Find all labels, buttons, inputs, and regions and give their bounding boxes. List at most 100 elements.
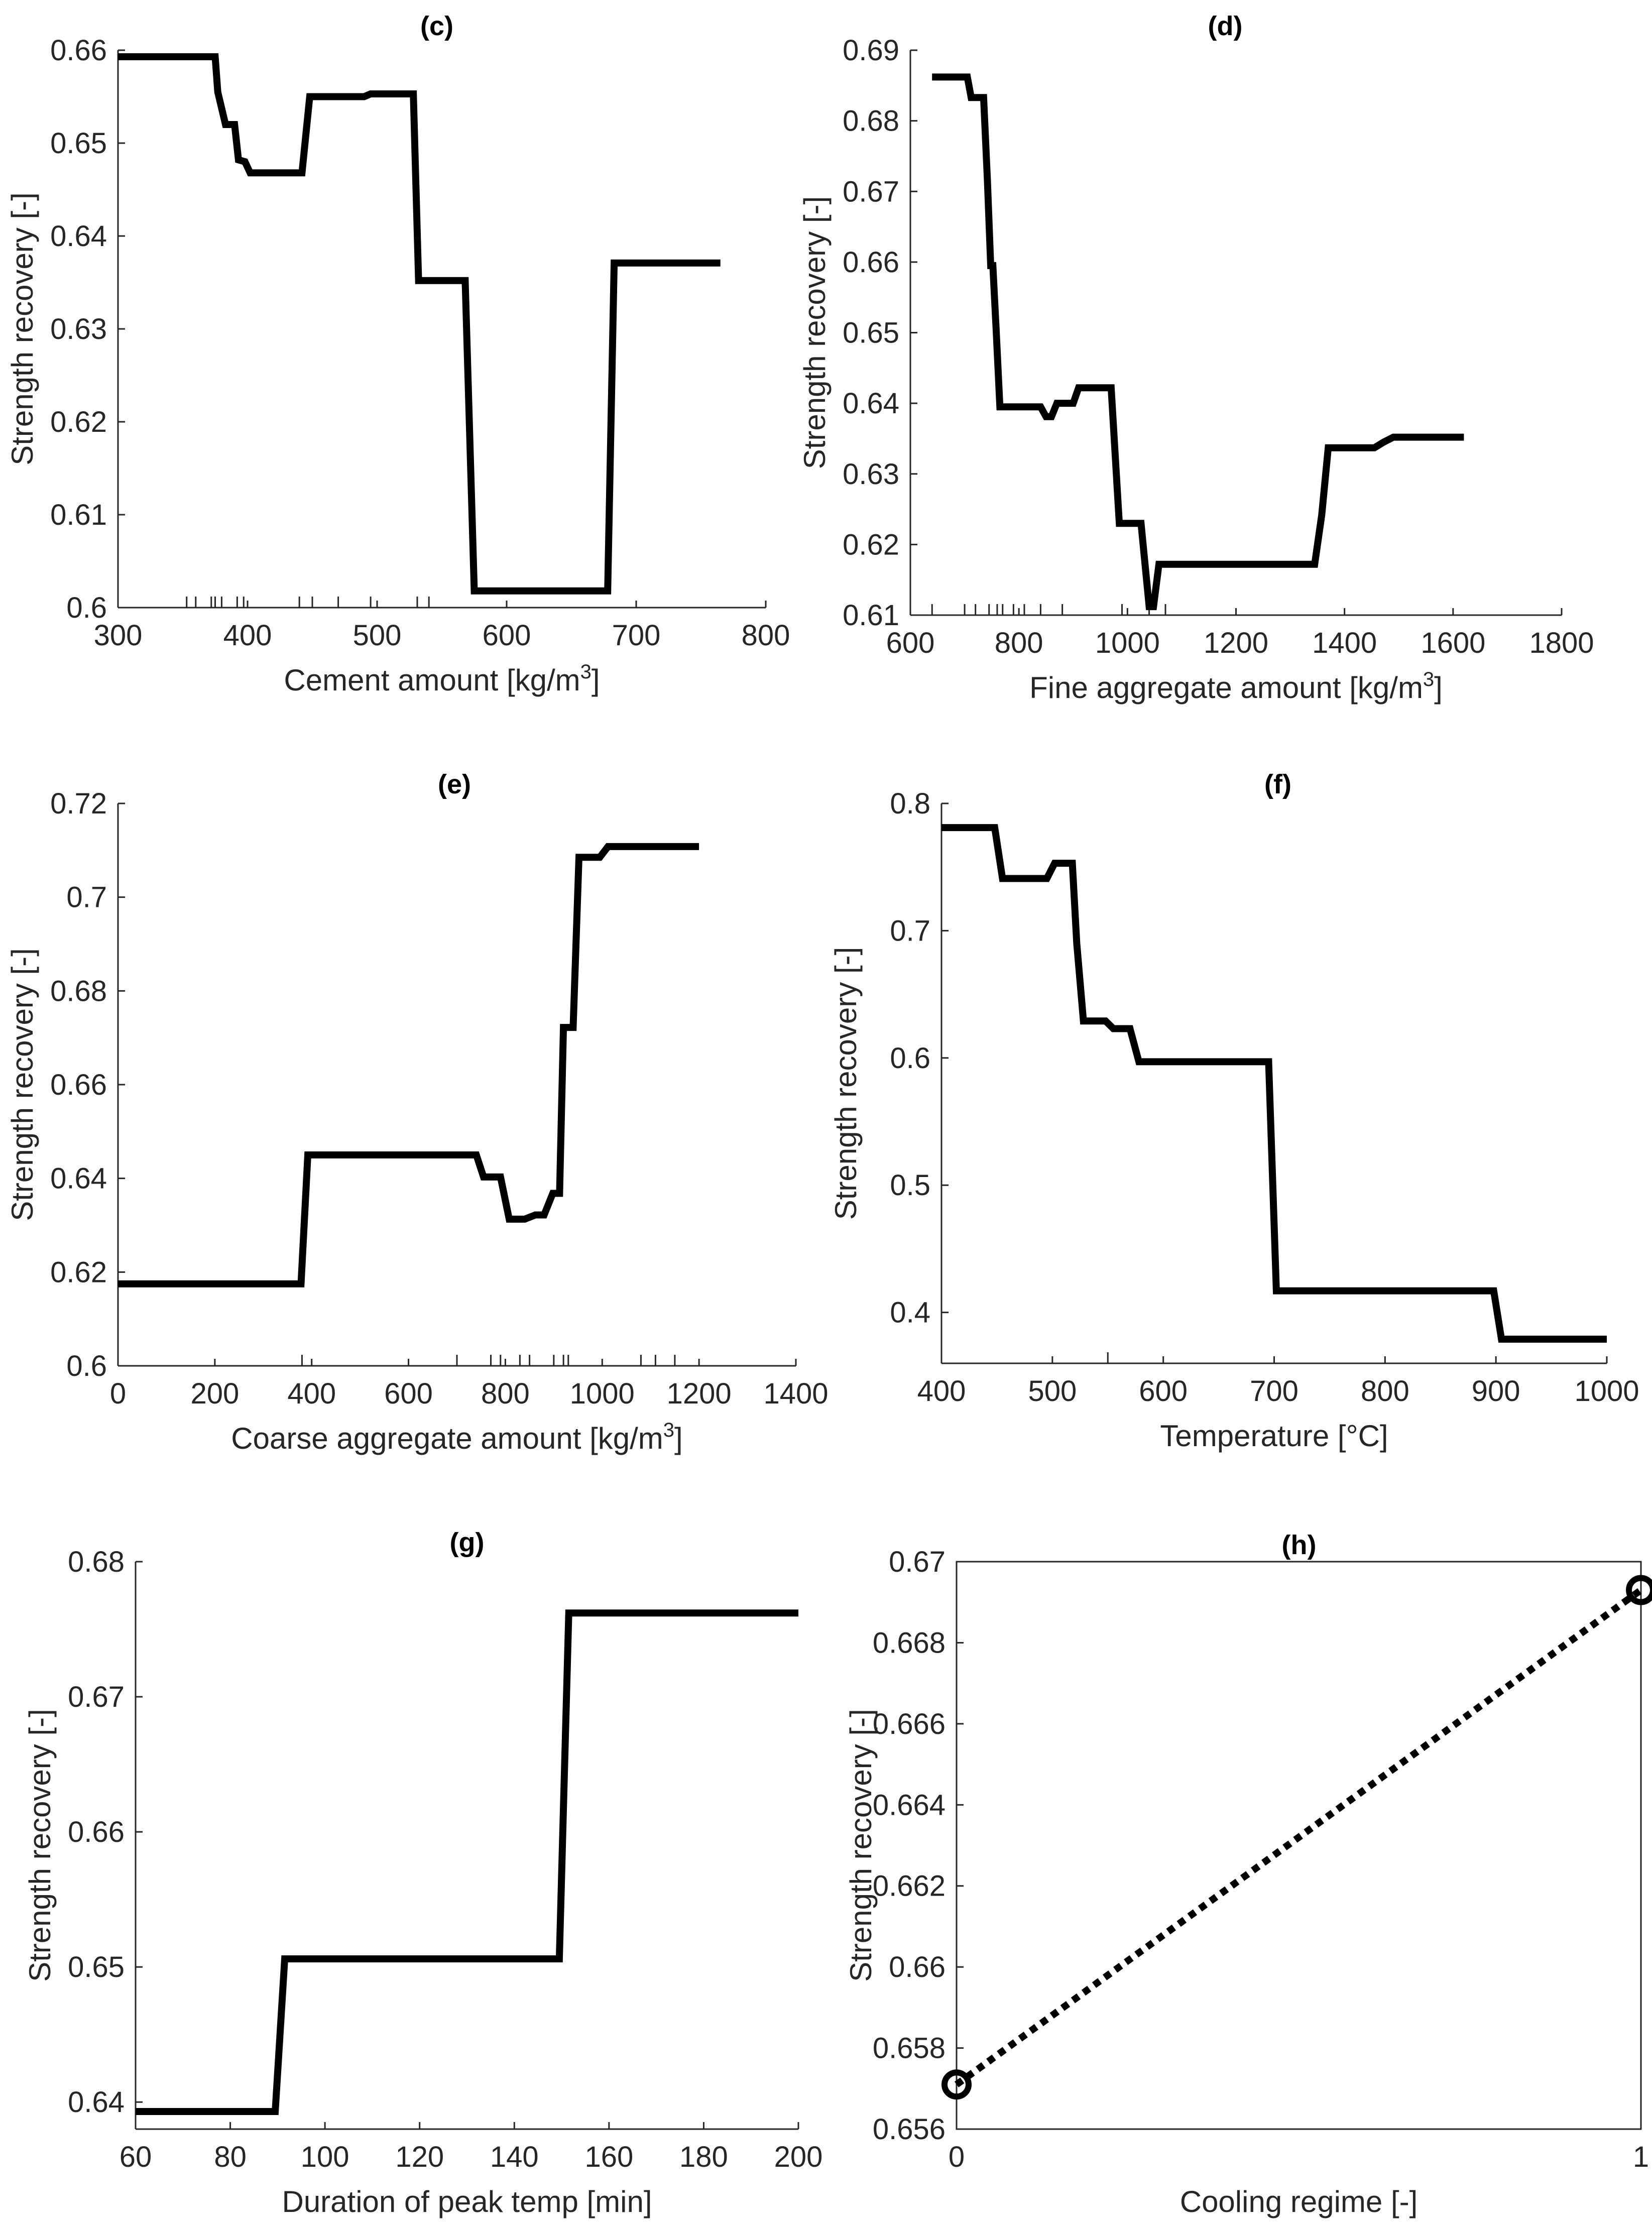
x-tick-label: 160 xyxy=(584,2141,633,2173)
x-tick-label: 900 xyxy=(1472,1375,1520,1408)
data-series-line xyxy=(118,843,699,1288)
x-tick-label: 700 xyxy=(612,619,661,652)
data-series-line xyxy=(136,1609,798,2115)
x-tick-label: 120 xyxy=(395,2141,444,2173)
x-axis-label-text: Duration of peak temp [min] xyxy=(282,2185,652,2218)
y-tick-label: 0.68 xyxy=(843,105,899,138)
x-tick-label: 800 xyxy=(481,1377,530,1410)
y-tick-label: 0.64 xyxy=(50,1162,107,1195)
y-axis-label: Strength recovery [-] xyxy=(23,1709,57,1982)
x-tick-label: 180 xyxy=(679,2141,728,2173)
x-tick-label: 100 xyxy=(301,2141,349,2173)
x-axis-label-superscript: 3 xyxy=(663,1419,674,1441)
x-tick-label: 1 xyxy=(1633,2141,1649,2173)
panel-e: 0 200 400 600 800 1000 1200 1400 0.6 0.62 0.64 0.66… xyxy=(6,769,829,1455)
y-tick-label: 0.7 xyxy=(890,914,930,947)
y-tick-label: 0.61 xyxy=(50,499,107,531)
data-series-line xyxy=(118,53,721,595)
x-axis-label: Cement amount [kg/m3] xyxy=(284,661,600,697)
panel-title: (h) xyxy=(1282,1530,1317,1560)
plot-frame xyxy=(956,1561,1642,2130)
y-tick-label: 0.66 xyxy=(50,34,107,67)
x-tick-label: 1600 xyxy=(1421,627,1485,659)
x-tick-label: 0 xyxy=(110,1377,126,1410)
y-tick-label: 0.5 xyxy=(890,1169,930,1202)
x-tick-label: 600 xyxy=(886,627,935,659)
y-tick-label: 0.66 xyxy=(68,1816,125,1848)
x-tick-label: 1400 xyxy=(1312,627,1377,659)
panel-f: 400 500 600 700 800 900 1000 0.4 0.5 0.6 0.7 0.8 (f)… xyxy=(829,769,1639,1453)
y-tick-label: 0.668 xyxy=(873,1626,946,1659)
x-tick-label: 500 xyxy=(353,619,402,652)
x-tick-label: 600 xyxy=(1139,1375,1188,1408)
x-axis-label-text: Cooling regime [-] xyxy=(1180,2185,1418,2218)
x-axis-label: Fine aggregate amount [kg/m3] xyxy=(1029,668,1443,705)
y-tick-label: 0.67 xyxy=(68,1681,125,1713)
x-axis-label-text: Temperature [°C] xyxy=(1160,1419,1388,1453)
x-tick-label: 1800 xyxy=(1529,627,1594,659)
y-axis-label: Strength recovery [-] xyxy=(829,947,863,1220)
data-series-line xyxy=(941,824,1607,1343)
data-series-line xyxy=(954,1587,1643,2087)
panel-title: (g) xyxy=(450,1528,485,1558)
y-tick-label: 0.65 xyxy=(843,317,899,349)
y-tick-label: 0.62 xyxy=(50,1256,107,1289)
x-tick-label: 1400 xyxy=(763,1377,828,1410)
x-tick-label: 600 xyxy=(384,1377,433,1410)
data-point-marker xyxy=(1626,1575,1652,1605)
y-tick-label: 0.6 xyxy=(66,1350,107,1382)
y-tick-label: 0.68 xyxy=(68,1546,125,1578)
y-tick-label: 0.658 xyxy=(873,2032,946,2065)
y-tick-label: 0.662 xyxy=(873,1870,946,1903)
y-tick-label: 0.62 xyxy=(843,528,899,561)
y-tick-label: 0.6 xyxy=(890,1042,930,1075)
y-tick-label: 0.656 xyxy=(873,2113,946,2146)
x-tick-label: 400 xyxy=(917,1375,966,1408)
x-tick-label: 1200 xyxy=(1204,627,1268,659)
x-tick-label: 600 xyxy=(483,619,531,652)
x-axis-label-text: Cement amount [kg/m xyxy=(284,663,580,697)
y-tick-label: 0.64 xyxy=(843,387,899,420)
x-tick-label: 1000 xyxy=(570,1377,635,1410)
y-tick-label: 0.666 xyxy=(873,1708,946,1740)
x-tick-label: 1000 xyxy=(1574,1375,1639,1408)
x-axis-label-superscript: 3 xyxy=(580,661,592,683)
y-axis-label: Strength recovery [-] xyxy=(798,196,832,470)
x-tick-label: 800 xyxy=(995,627,1043,659)
x-tick-label: 140 xyxy=(490,2141,539,2173)
y-tick-label: 0.4 xyxy=(890,1297,930,1329)
y-axis-label: Strength recovery [-] xyxy=(6,192,39,465)
panel-d: 600 800 1000 1200 1400 1600 1800 0.61 0.62 0.63 0.… xyxy=(798,11,1594,705)
y-tick-label: 0.64 xyxy=(50,220,107,253)
y-tick-label: 0.66 xyxy=(843,246,899,279)
x-tick-label: 1200 xyxy=(667,1377,732,1410)
x-axis-label-end: ] xyxy=(592,663,600,697)
x-tick-label: 300 xyxy=(94,619,143,652)
x-axis-label: Coarse aggregate amount [kg/m3] xyxy=(231,1419,682,1455)
x-tick-label: 1000 xyxy=(1095,627,1160,659)
y-tick-label: 0.62 xyxy=(50,406,107,438)
data-series-line xyxy=(932,73,1464,611)
x-tick-label: 200 xyxy=(774,2141,823,2173)
panel-h: 0 1 0.656 0.658 0.66 0.662 0.664 0.666 0.668 0.67… xyxy=(844,1530,1652,2218)
y-tick-label: 0.6 xyxy=(66,592,107,624)
x-axis-label-superscript: 3 xyxy=(1423,668,1434,690)
y-tick-label: 0.664 xyxy=(873,1789,946,1821)
x-tick-label: 60 xyxy=(120,2141,152,2173)
panel-title: (f) xyxy=(1264,769,1291,799)
panel-title: (d) xyxy=(1208,11,1243,41)
x-tick-label: 800 xyxy=(742,619,790,652)
x-axis-label: Temperature [°C] xyxy=(1160,1419,1388,1453)
panel-title: (e) xyxy=(438,769,471,799)
y-tick-label: 0.65 xyxy=(68,1951,125,1983)
y-tick-label: 0.66 xyxy=(889,1951,946,1983)
x-tick-label: 400 xyxy=(223,619,272,652)
y-tick-label: 0.7 xyxy=(66,881,107,914)
x-tick-label: 700 xyxy=(1250,1375,1299,1408)
panel-g: 60 80 100 120 140 160 180 200 0.64 0.65 0.66 0.67 0.… xyxy=(23,1528,822,2218)
x-tick-label: 200 xyxy=(190,1377,239,1410)
y-tick-label: 0.68 xyxy=(50,975,107,1007)
x-axis-label: Duration of peak temp [min] xyxy=(282,2185,652,2218)
y-tick-label: 0.67 xyxy=(843,175,899,208)
